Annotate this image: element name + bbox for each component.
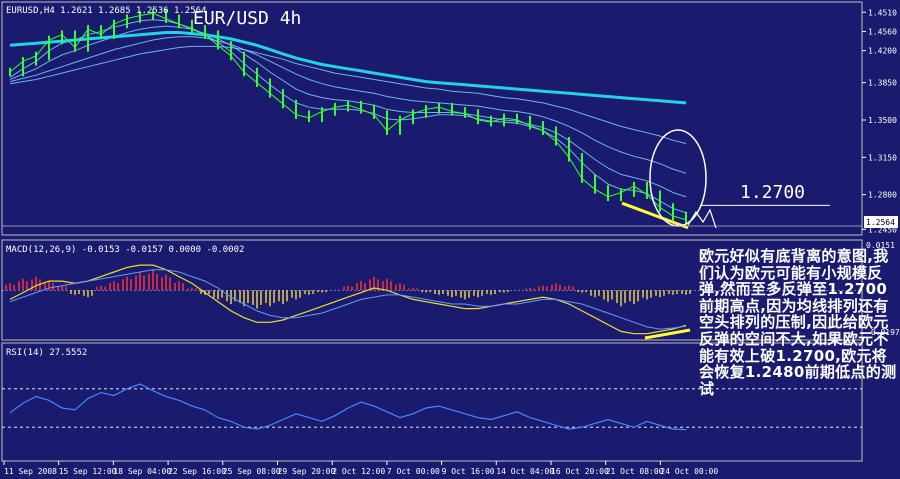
projection-path	[687, 208, 717, 229]
price-tick-label: 1.2450	[868, 225, 897, 234]
price-panel-frame	[1, 1, 863, 236]
x-tick-label: 24 Oct 00:00	[660, 467, 718, 476]
x-tick-label: 16 Oct 20:00	[551, 467, 609, 476]
x-tick-label: 21 Oct 08:00	[606, 467, 664, 476]
signal-line	[9, 269, 687, 330]
price-tick-label: 1.3850	[868, 79, 897, 88]
x-tick-label: 29 Sep 20:00	[278, 467, 336, 476]
price-line	[9, 12, 687, 221]
price-tick-label: 1.4510	[868, 8, 897, 17]
price-tick-label: 1.4560	[868, 28, 897, 37]
price-tick-label: 1.2800	[868, 191, 897, 200]
x-tick-label: 14 Oct 04:00	[496, 467, 554, 476]
last-price-box	[864, 216, 898, 228]
axis-layer: 1.4510 1.4560 1.4200 1.3850 1.3500 1.3150 1.28…	[3, 8, 897, 476]
price-tick-label: 1.3150	[868, 153, 897, 162]
level-annotation: 1.2700	[740, 182, 805, 203]
moving-average-5	[9, 31, 687, 105]
macd-header: MACD(12,26,9) -0.0153 -0.0157 0.0000 -0.…	[6, 245, 244, 255]
symbol-header: EURUSD,H4 1.2621 1.2685 1.2536 1.2564	[6, 6, 206, 16]
macd-line	[9, 264, 687, 335]
analysis-note: 欧元好似有底背离的意图,我们认为欧元可能有小规模反弹,然而至多反弹至1.2700…	[699, 247, 897, 398]
chart-title: EUR/USD 4h	[193, 8, 301, 29]
x-tick-label: 2 Oct 12:00	[332, 467, 385, 476]
moving-average-3	[9, 36, 687, 174]
last-price-label: 1.2564	[866, 218, 895, 227]
x-tick-label: 9 Oct 16:00	[442, 467, 495, 476]
macd-trend-line	[644, 328, 691, 340]
macd-layer	[2, 264, 862, 340]
rsi-header: RSI(14) 27.5552	[6, 348, 87, 358]
rsi-line	[9, 383, 687, 431]
x-tick-label: 25 Sep 08:00	[223, 467, 281, 476]
macd-axis-label-low: -0.0197	[866, 328, 900, 337]
rsi-panel-frame	[1, 342, 863, 462]
macd-panel-frame	[1, 239, 863, 341]
bottom-trend-line	[621, 201, 689, 230]
price-layer	[2, 9, 862, 230]
moving-average-4	[9, 45, 687, 144]
x-tick-label: 7 Oct 00:00	[387, 467, 440, 476]
price-tick-label: 1.3500	[868, 116, 897, 125]
macd-axis-label: 0.0151	[866, 241, 895, 250]
x-tick-label: 18 Sep 04:00	[113, 467, 171, 476]
x-tick-label: 22 Sep 16:00	[168, 467, 226, 476]
x-tick-label: 15 Sep 12:00	[59, 467, 117, 476]
price-tick-label: 1.4200	[868, 47, 897, 56]
rsi-layer	[2, 383, 862, 431]
x-tick-label: 11 Sep 2008	[4, 467, 57, 476]
